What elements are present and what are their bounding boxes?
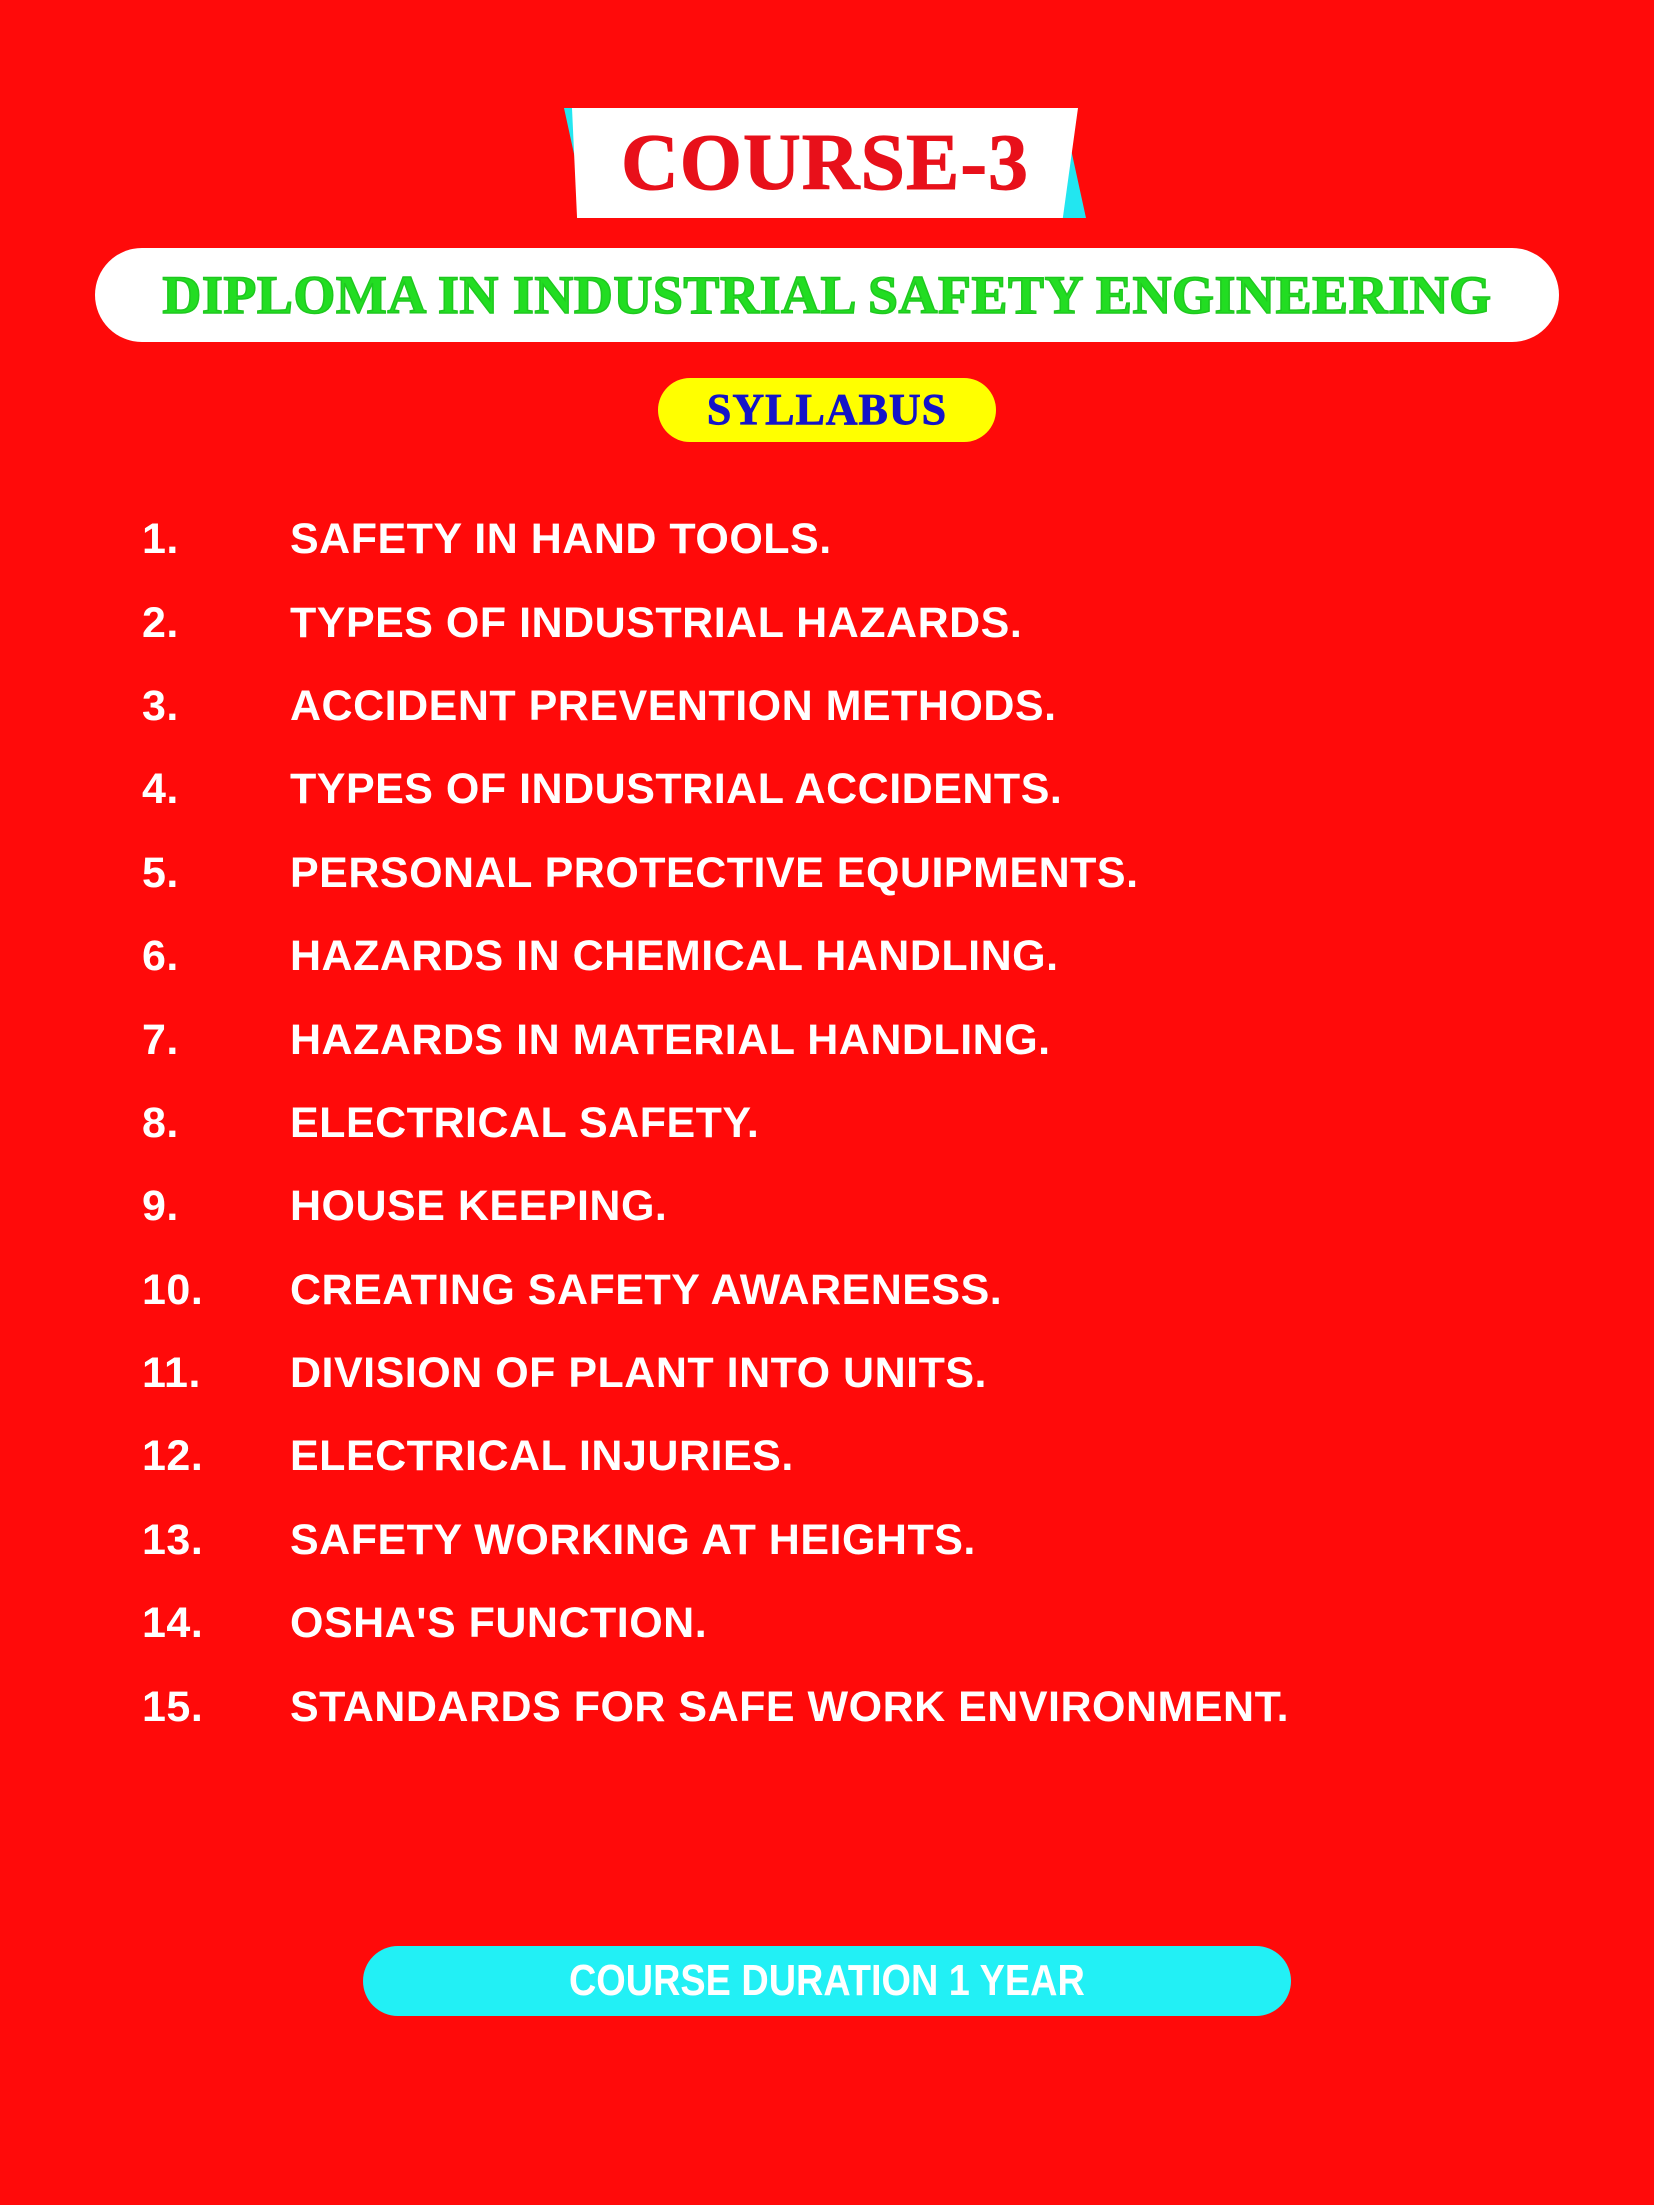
syllabus-item: 4. TYPES OF INDUSTRIAL ACCIDENTS.: [142, 748, 1289, 831]
course-title: COURSE-3: [620, 119, 1030, 207]
syllabus-item: 9. HOUSE KEEPING.: [142, 1165, 1289, 1248]
syllabus-item: 6. HAZARDS IN CHEMICAL HANDLING.: [142, 915, 1289, 998]
syllabus-item: 11. DIVISION OF PLANT INTO UNITS.: [142, 1332, 1289, 1415]
syllabus-item: 7. HAZARDS IN MATERIAL HANDLING.: [142, 998, 1289, 1081]
syllabus-item-text: ELECTRICAL INJURIES.: [290, 1432, 794, 1481]
syllabus-item-number: 2.: [142, 598, 179, 647]
syllabus-item-number: 12.: [142, 1432, 204, 1481]
diploma-banner: DIPLOMA IN INDUSTRIAL SAFETY ENGINEERING: [95, 248, 1559, 342]
syllabus-item-text: ELECTRICAL SAFETY.: [290, 1098, 760, 1147]
syllabus-item-number: 6.: [142, 932, 179, 981]
syllabus-item-text: STANDARDS FOR SAFE WORK ENVIRONMENT.: [290, 1682, 1290, 1731]
syllabus-item-text: OSHA'S FUNCTION.: [290, 1599, 708, 1648]
syllabus-item: 10. CREATING SAFETY AWARENESS.: [142, 1249, 1289, 1332]
syllabus-item-text: HAZARDS IN CHEMICAL HANDLING.: [290, 932, 1059, 981]
syllabus-item-text: DIVISION OF PLANT INTO UNITS.: [290, 1349, 987, 1398]
syllabus-item-text: HAZARDS IN MATERIAL HANDLING.: [290, 1015, 1051, 1064]
syllabus-item-number: 9.: [142, 1182, 179, 1231]
syllabus-item-text: CREATING SAFETY AWARENESS.: [290, 1265, 1003, 1314]
diploma-title: DIPLOMA IN INDUSTRIAL SAFETY ENGINEERING: [162, 265, 1492, 325]
syllabus-item: 12. ELECTRICAL INJURIES.: [142, 1415, 1289, 1498]
syllabus-item-number: 14.: [142, 1599, 204, 1648]
syllabus-item: 5. PERSONAL PROTECTIVE EQUIPMENTS.: [142, 832, 1289, 915]
course-title-box: COURSE-3: [572, 108, 1078, 218]
syllabus-item: 13. SAFETY WORKING AT HEIGHTS.: [142, 1499, 1289, 1582]
syllabus-item-number: 1.: [142, 515, 179, 564]
syllabus-item-number: 8.: [142, 1098, 179, 1147]
syllabus-item-text: ACCIDENT PREVENTION METHODS.: [290, 681, 1057, 730]
syllabus-item-number: 7.: [142, 1015, 179, 1064]
syllabus-item-text: HOUSE KEEPING.: [290, 1182, 668, 1231]
syllabus-list: 1. SAFETY IN HAND TOOLS. 2. TYPES OF INDUST…: [142, 498, 1289, 1749]
syllabus-item: 3. ACCIDENT PREVENTION METHODS.: [142, 665, 1289, 748]
syllabus-item-number: 11.: [142, 1349, 201, 1398]
syllabus-item-text: TYPES OF INDUSTRIAL HAZARDS.: [290, 598, 1023, 647]
syllabus-item-text: SAFETY IN HAND TOOLS.: [290, 515, 832, 564]
course-title-banner: COURSE-3: [564, 108, 1086, 218]
syllabus-item-number: 5.: [142, 848, 179, 897]
course-duration: COURSE DURATION 1 YEAR: [569, 1956, 1085, 2005]
syllabus-item-number: 4.: [142, 765, 179, 814]
syllabus-item: 15. STANDARDS FOR SAFE WORK ENVIRONMENT.: [142, 1665, 1289, 1748]
syllabus-item: 2. TYPES OF INDUSTRIAL HAZARDS.: [142, 581, 1289, 664]
syllabus-item-text: SAFETY WORKING AT HEIGHTS.: [290, 1515, 976, 1564]
syllabus-item-text: TYPES OF INDUSTRIAL ACCIDENTS.: [290, 765, 1063, 814]
syllabus-item: 1. SAFETY IN HAND TOOLS.: [142, 498, 1289, 581]
syllabus-item: 14. OSHA'S FUNCTION.: [142, 1582, 1289, 1665]
course-duration-banner: COURSE DURATION 1 YEAR: [363, 1946, 1291, 2016]
syllabus-item-number: 3.: [142, 681, 179, 730]
syllabus-item-number: 10.: [142, 1265, 204, 1314]
syllabus-label: SYLLABUS: [706, 385, 948, 434]
syllabus-item: 8. ELECTRICAL SAFETY.: [142, 1082, 1289, 1165]
syllabus-item-text: PERSONAL PROTECTIVE EQUIPMENTS.: [290, 848, 1139, 897]
syllabus-badge: SYLLABUS: [658, 378, 996, 442]
syllabus-item-number: 15.: [142, 1682, 204, 1731]
syllabus-item-number: 13.: [142, 1515, 204, 1564]
